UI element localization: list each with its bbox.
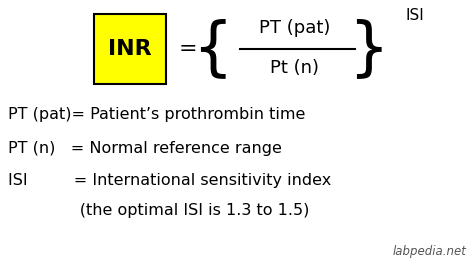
Text: PT (n)   = Normal reference range: PT (n) = Normal reference range — [8, 140, 282, 156]
Text: labpedia.net: labpedia.net — [392, 245, 466, 258]
Text: Pt (n): Pt (n) — [271, 59, 319, 77]
Text: ISI         = International sensitivity index: ISI = International sensitivity index — [8, 173, 331, 189]
Text: {: { — [191, 18, 232, 80]
Text: INR: INR — [108, 39, 152, 59]
Text: PT (pat)= Patient’s prothrombin time: PT (pat)= Patient’s prothrombin time — [8, 108, 305, 122]
Text: ISI: ISI — [406, 8, 424, 24]
Text: }: } — [348, 18, 388, 80]
FancyBboxPatch shape — [94, 14, 166, 84]
Text: =: = — [179, 39, 197, 59]
Text: (the optimal ISI is 1.3 to 1.5): (the optimal ISI is 1.3 to 1.5) — [8, 202, 310, 218]
Text: PT (pat): PT (pat) — [259, 19, 331, 37]
